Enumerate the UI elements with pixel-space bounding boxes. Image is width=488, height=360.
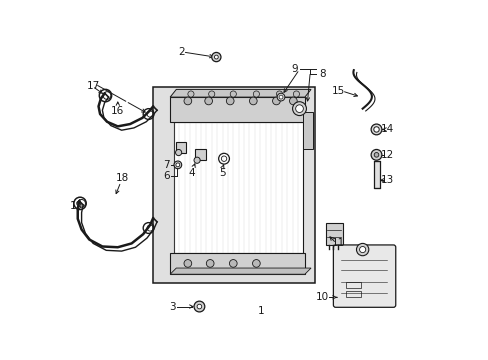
Bar (174, 122, 303, 253)
Circle shape (206, 260, 214, 267)
Text: 7: 7 (163, 160, 169, 170)
Circle shape (226, 97, 234, 105)
Text: 5: 5 (219, 167, 225, 177)
Circle shape (293, 91, 299, 97)
Text: 16: 16 (111, 106, 124, 116)
Circle shape (279, 95, 283, 99)
Circle shape (276, 91, 282, 97)
Bar (373, 161, 379, 188)
Text: 18: 18 (116, 173, 129, 183)
Circle shape (229, 260, 237, 267)
Circle shape (277, 93, 285, 101)
Polygon shape (170, 89, 310, 97)
Circle shape (370, 124, 381, 135)
Text: 19: 19 (69, 202, 82, 211)
Circle shape (373, 127, 378, 132)
Text: 14: 14 (380, 125, 393, 134)
Circle shape (176, 163, 180, 167)
Circle shape (295, 105, 303, 112)
Text: 13: 13 (380, 175, 393, 185)
Circle shape (253, 91, 259, 97)
Text: 8: 8 (319, 69, 325, 79)
Text: 6: 6 (163, 171, 169, 181)
Circle shape (214, 55, 218, 59)
Bar (345, 291, 360, 297)
Circle shape (194, 301, 204, 312)
Circle shape (183, 260, 191, 267)
Bar (325, 223, 342, 245)
Circle shape (289, 97, 297, 105)
Circle shape (230, 91, 236, 97)
Text: 10: 10 (315, 292, 328, 302)
Bar (345, 282, 360, 288)
Text: 15: 15 (331, 86, 344, 96)
Bar (302, 112, 313, 149)
Bar (153, 87, 314, 283)
Circle shape (194, 157, 200, 163)
Text: 2: 2 (178, 48, 184, 58)
Circle shape (211, 53, 221, 62)
Bar (176, 142, 186, 153)
Polygon shape (170, 268, 310, 274)
Text: 3: 3 (169, 302, 175, 311)
Circle shape (204, 97, 212, 105)
Bar (170, 253, 305, 274)
Circle shape (183, 97, 191, 105)
Circle shape (187, 91, 194, 97)
FancyBboxPatch shape (333, 245, 395, 307)
Circle shape (356, 243, 368, 256)
Text: 1: 1 (257, 306, 264, 316)
Circle shape (175, 149, 182, 156)
Bar (194, 149, 205, 160)
Text: 11: 11 (331, 238, 344, 248)
Text: 12: 12 (380, 150, 393, 160)
Text: 9: 9 (291, 64, 298, 75)
Circle shape (370, 149, 381, 160)
Circle shape (174, 161, 182, 169)
Circle shape (249, 97, 257, 105)
Circle shape (252, 260, 260, 267)
Circle shape (373, 153, 378, 157)
Circle shape (272, 97, 280, 105)
Circle shape (208, 91, 214, 97)
Text: 17: 17 (86, 81, 100, 91)
Circle shape (359, 247, 365, 253)
Text: 4: 4 (188, 167, 195, 177)
Bar (170, 97, 305, 122)
Circle shape (292, 102, 306, 116)
Circle shape (197, 304, 202, 309)
